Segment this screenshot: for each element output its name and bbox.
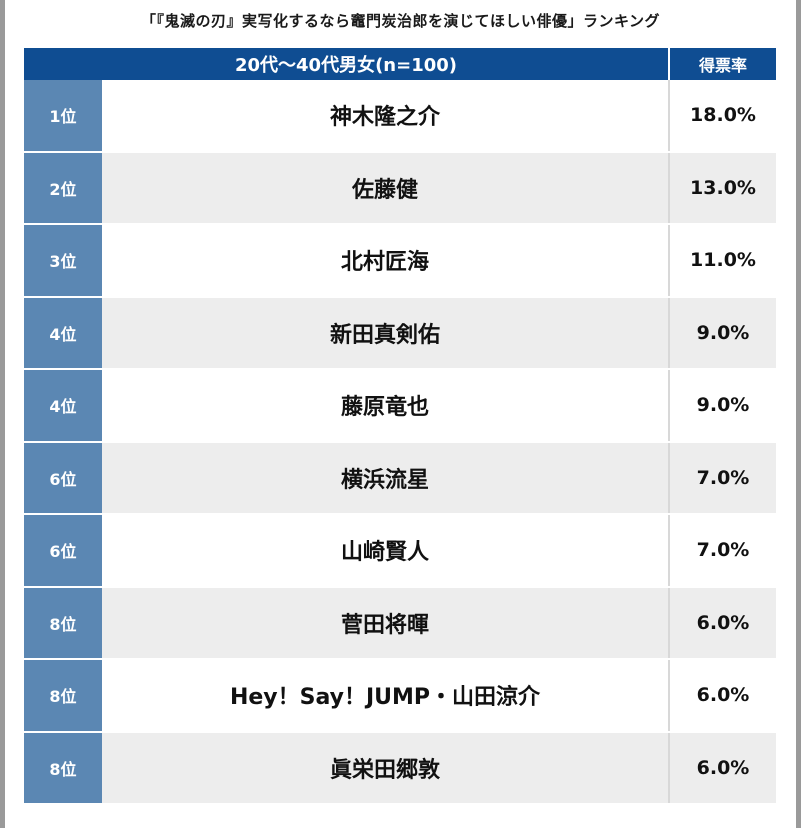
- vote-rate: 13.0%: [670, 152, 776, 223]
- table-row: 8位 眞栄田郷敦 6.0%: [24, 732, 776, 805]
- table-row: 4位 新田真剣佑 9.0%: [24, 297, 776, 370]
- table-row: 6位 山崎賢人 7.0%: [24, 515, 776, 588]
- vote-rate: 6.0%: [670, 660, 776, 731]
- actor-name: 眞栄田郷敦: [102, 732, 670, 803]
- right-frame-border: [796, 0, 801, 828]
- rank-label: 3位: [24, 225, 102, 296]
- left-frame-border: [0, 0, 5, 828]
- table-row: 8位 菅田将暉 6.0%: [24, 587, 776, 660]
- actor-name: 横浜流星: [102, 442, 670, 513]
- table-row: 2位 佐藤健 13.0%: [24, 152, 776, 225]
- table-row: 6位 横浜流星 7.0%: [24, 442, 776, 515]
- rank-label: 2位: [24, 152, 102, 223]
- table-body: 1位 神木隆之介 18.0% 2位 佐藤健 13.0% 3位 北村匠海 11.0% 4位 新田真剣佑…: [24, 80, 776, 805]
- rank-label: 8位: [24, 587, 102, 658]
- table-row: 3位 北村匠海 11.0%: [24, 225, 776, 298]
- vote-rate: 6.0%: [670, 732, 776, 803]
- vote-rate: 7.0%: [670, 515, 776, 586]
- rank-label: 1位: [24, 80, 102, 151]
- rank-label: 8位: [24, 732, 102, 803]
- vote-rate: 9.0%: [670, 297, 776, 368]
- rank-label: 4位: [24, 370, 102, 441]
- actor-name: Hey！Say！JUMP・山田涼介: [102, 660, 670, 731]
- header-rate-label: 得票率: [698, 56, 747, 75]
- actor-name: 藤原竜也: [102, 370, 670, 441]
- vote-rate: 18.0%: [670, 80, 776, 151]
- vote-rate: 6.0%: [670, 587, 776, 658]
- header-group-label: 20代〜40代男女(n=100): [24, 48, 670, 80]
- table-row: 1位 神木隆之介 18.0%: [24, 80, 776, 153]
- actor-name: 菅田将暉: [102, 587, 670, 658]
- rank-label: 6位: [24, 515, 102, 586]
- actor-name: 神木隆之介: [102, 80, 670, 151]
- table-row: 4位 藤原竜也 9.0%: [24, 370, 776, 443]
- actor-name: 北村匠海: [102, 225, 670, 296]
- actor-name: 新田真剣佑: [102, 297, 670, 368]
- actor-name: 佐藤健: [102, 152, 670, 223]
- vote-rate: 11.0%: [670, 225, 776, 296]
- rank-label: 4位: [24, 297, 102, 368]
- vote-rate: 9.0%: [670, 370, 776, 441]
- table-header: 20代〜40代男女(n=100) 得票率: [24, 48, 776, 80]
- table-row: 8位 Hey！Say！JUMP・山田涼介 6.0%: [24, 660, 776, 733]
- rank-label: 6位: [24, 442, 102, 513]
- actor-name: 山崎賢人: [102, 515, 670, 586]
- vote-rate: 7.0%: [670, 442, 776, 513]
- ranking-table: 20代〜40代男女(n=100) 得票率 1位 神木隆之介 18.0% 2位 佐藤健 13…: [24, 48, 776, 805]
- chart-title: 「『鬼滅の刃』実写化するなら竈門炭治郎を演じてほしい俳優」ランキング: [140, 12, 661, 30]
- rank-label: 8位: [24, 660, 102, 731]
